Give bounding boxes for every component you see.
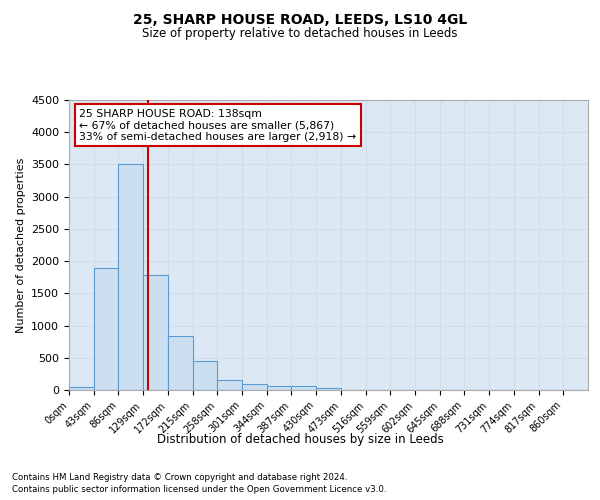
Bar — [292, 386, 316, 390]
Text: 25, SHARP HOUSE ROAD, LEEDS, LS10 4GL: 25, SHARP HOUSE ROAD, LEEDS, LS10 4GL — [133, 12, 467, 26]
Bar — [168, 336, 193, 390]
Y-axis label: Number of detached properties: Number of detached properties — [16, 158, 26, 332]
Bar — [316, 388, 341, 390]
Bar — [267, 386, 292, 390]
Bar — [193, 360, 217, 390]
Bar — [143, 276, 168, 390]
Text: 25 SHARP HOUSE ROAD: 138sqm
← 67% of detached houses are smaller (5,867)
33% of : 25 SHARP HOUSE ROAD: 138sqm ← 67% of det… — [79, 108, 356, 142]
Text: Contains HM Land Registry data © Crown copyright and database right 2024.: Contains HM Land Registry data © Crown c… — [12, 472, 347, 482]
Bar — [118, 164, 143, 390]
Bar — [94, 268, 118, 390]
Bar — [69, 387, 94, 390]
Bar — [242, 384, 267, 390]
Bar — [217, 380, 242, 390]
Text: Contains public sector information licensed under the Open Government Licence v3: Contains public sector information licen… — [12, 485, 386, 494]
Text: Size of property relative to detached houses in Leeds: Size of property relative to detached ho… — [142, 28, 458, 40]
Text: Distribution of detached houses by size in Leeds: Distribution of detached houses by size … — [157, 432, 443, 446]
